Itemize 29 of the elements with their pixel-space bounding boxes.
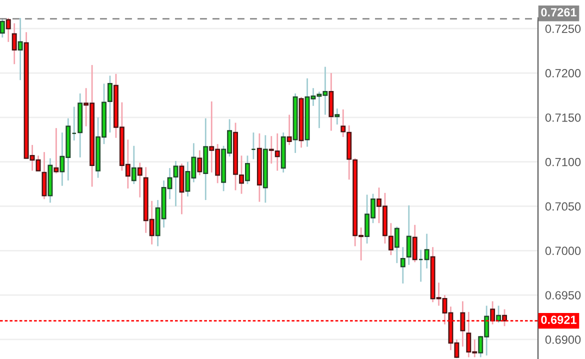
candlestick bbox=[0, 18, 5, 38]
candlestick bbox=[54, 127, 59, 174]
candlestick bbox=[424, 233, 430, 270]
ref-line-label: 0.7261 bbox=[541, 8, 576, 17]
candlestick bbox=[334, 108, 340, 126]
candlestick bbox=[42, 151, 47, 200]
candlestick bbox=[394, 226, 400, 264]
y-tick-label: 0.6950 bbox=[545, 291, 581, 300]
candlestick bbox=[137, 162, 142, 198]
candlestick bbox=[412, 224, 418, 263]
y-tick-label: 0.7000 bbox=[545, 246, 581, 256]
candlestick bbox=[245, 154, 250, 185]
candlestick bbox=[406, 204, 412, 266]
candlestick bbox=[6, 18, 11, 43]
y-tick-label: 0.6900 bbox=[545, 335, 581, 344]
candlestick bbox=[18, 18, 23, 81]
candlestick bbox=[400, 246, 406, 284]
y-tick-label: 0.7100 bbox=[545, 158, 581, 166]
candlestick bbox=[197, 150, 202, 176]
y-tick-label: 0.7050 bbox=[545, 202, 581, 211]
y-tick-label: 0.7250 bbox=[545, 24, 581, 33]
candlestick bbox=[286, 114, 292, 146]
candlestick bbox=[496, 305, 502, 324]
candlestick bbox=[131, 145, 136, 185]
candlestick bbox=[12, 22, 17, 65]
y-tick-label: 0.7150 bbox=[545, 113, 581, 122]
y-tick-label: 0.7200 bbox=[545, 69, 581, 78]
ref-line-label: 0.6921 bbox=[541, 316, 576, 324]
candlestick bbox=[388, 222, 394, 256]
